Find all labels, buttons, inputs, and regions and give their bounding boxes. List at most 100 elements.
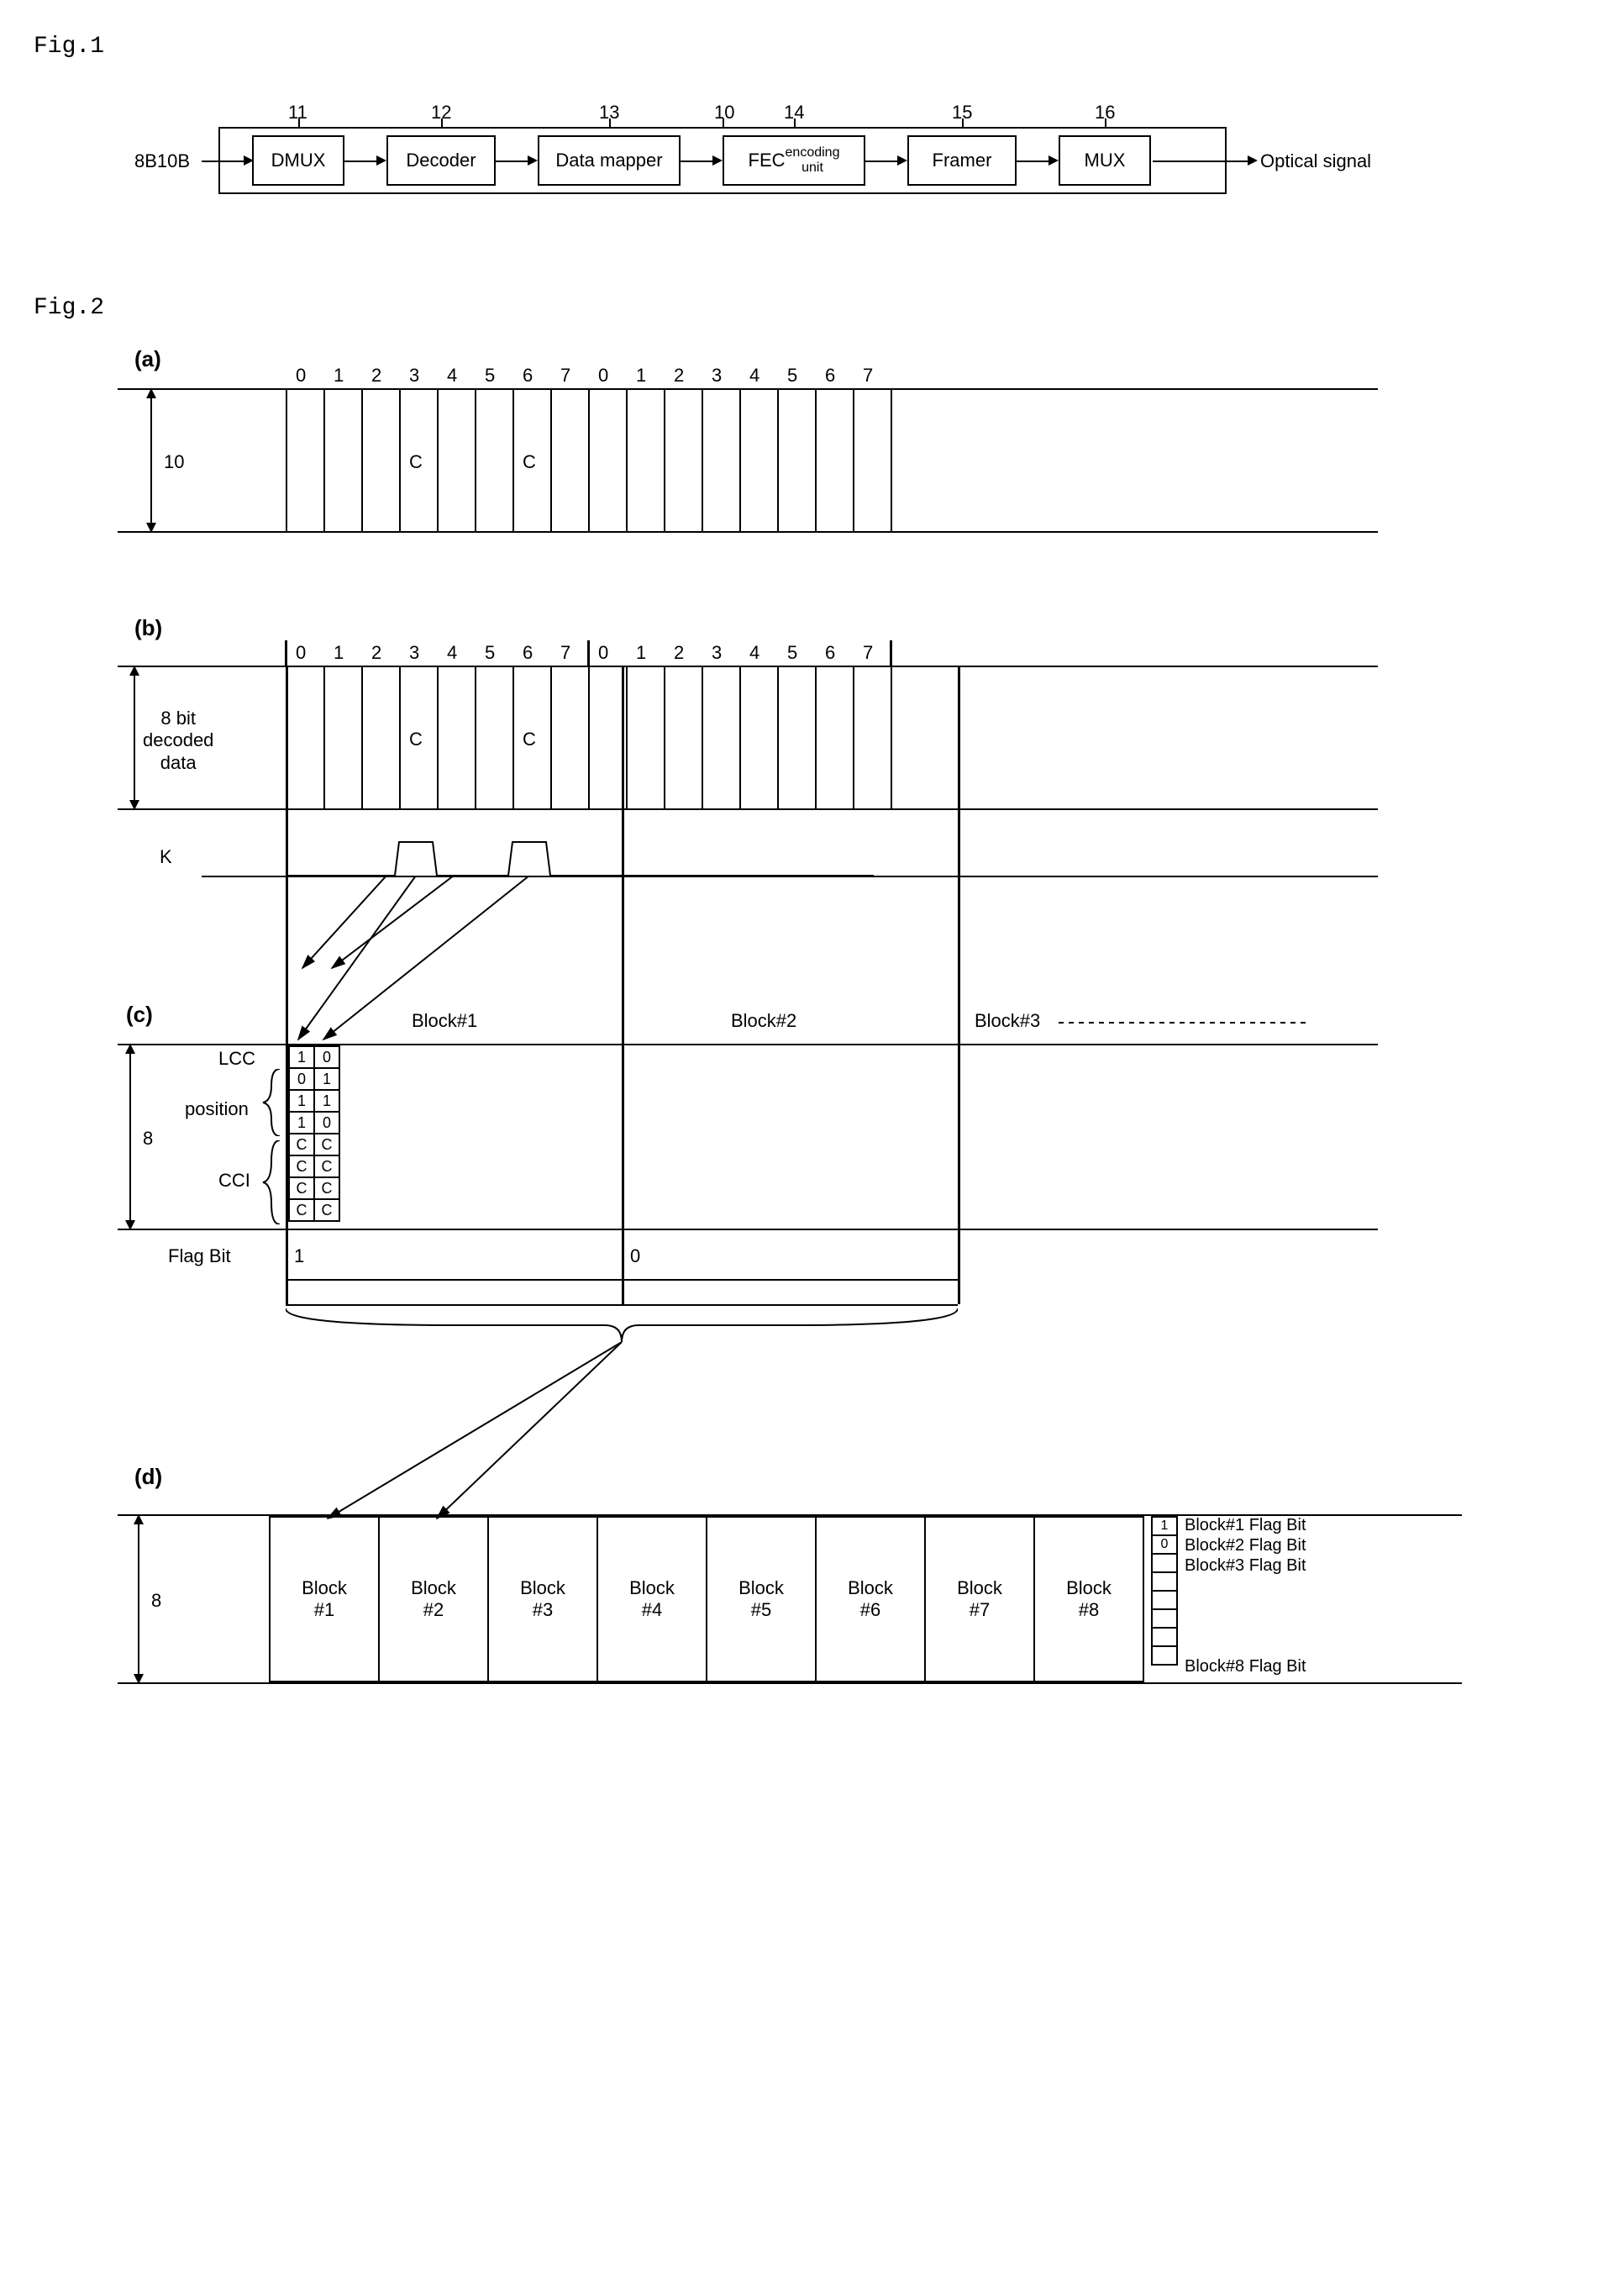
a-height-label: 10 — [164, 451, 184, 473]
col-header: 4 — [749, 642, 759, 664]
flag-cell — [1152, 1554, 1177, 1572]
position-brace — [259, 1069, 284, 1136]
c-marker: C — [523, 729, 536, 750]
block-cell: Block #8 — [1034, 1517, 1143, 1682]
col-header: 3 — [712, 365, 722, 387]
cci-brace — [259, 1140, 284, 1224]
system-number: 10 — [714, 102, 734, 124]
d-height-label: 8 — [151, 1590, 161, 1612]
col-header: 7 — [863, 642, 873, 664]
grid-cell: 0 — [314, 1046, 339, 1068]
fig2-label: Fig.2 — [34, 295, 1590, 321]
grid-cell: 1 — [289, 1112, 314, 1134]
input-label: 8B10B — [134, 150, 190, 172]
col-header: 1 — [334, 642, 344, 664]
subfig-b-label: (b) — [134, 615, 162, 641]
block3-label: Block#3 — [975, 1010, 1040, 1032]
grid-cell: C — [289, 1134, 314, 1155]
block2-label: Block#2 — [731, 1010, 796, 1032]
block-cell: Block #3 — [488, 1517, 597, 1682]
cci-label: CCI — [218, 1170, 250, 1192]
grid-cell: C — [314, 1155, 339, 1177]
col-header: 2 — [371, 365, 381, 387]
flag-cell: 1 — [1152, 1517, 1177, 1535]
c-height-label: 8 — [143, 1128, 153, 1150]
col-header: 0 — [296, 365, 306, 387]
col-header: 4 — [447, 365, 457, 387]
col-header: 4 — [749, 365, 759, 387]
col-header: 6 — [825, 365, 835, 387]
col-header: 6 — [523, 642, 533, 664]
col-header: 3 — [409, 365, 419, 387]
col-header: 7 — [560, 642, 570, 664]
col-header: 1 — [334, 365, 344, 387]
c-marker: C — [409, 729, 423, 750]
flag-bit-label: Block#1 Flag Bit — [1185, 1516, 1306, 1535]
flag-val-2: 0 — [630, 1245, 640, 1267]
grid-cell: 1 — [314, 1090, 339, 1112]
block-cell: Block #5 — [707, 1517, 816, 1682]
pipeline-box: Framer — [907, 135, 1017, 186]
k-label: K — [160, 846, 172, 868]
col-header: 6 — [523, 365, 533, 387]
flag-val-1: 1 — [294, 1245, 304, 1267]
pipeline-box: DMUX — [252, 135, 344, 186]
pipeline-box: Decoder — [386, 135, 496, 186]
flag-cell — [1152, 1609, 1177, 1628]
flag-cell — [1152, 1646, 1177, 1665]
subfig-d-label: (d) — [134, 1464, 162, 1490]
block-cell: Block #7 — [925, 1517, 1034, 1682]
block-cell: Block #6 — [816, 1517, 925, 1682]
fig2-diagram: (a) 0123456701234567CC 10 (b) 0123456701… — [34, 338, 1590, 2103]
subfig-c-label: (c) — [126, 1002, 153, 1028]
col-header: 5 — [787, 365, 797, 387]
col-header: 0 — [598, 642, 608, 664]
col-header: 1 — [636, 365, 646, 387]
grid-cell: 0 — [314, 1112, 339, 1134]
col-header: 0 — [296, 642, 306, 664]
grid-cell: 0 — [289, 1068, 314, 1090]
col-header: 5 — [485, 365, 495, 387]
flag-cell: 0 — [1152, 1535, 1177, 1554]
block-table: Block #1Block #2Block #3Block #4Block #5… — [269, 1516, 1144, 1682]
col-header: 5 — [485, 642, 495, 664]
fig1-label: Fig.1 — [34, 34, 1590, 60]
c-marker: C — [409, 451, 423, 473]
output-label: Optical signal — [1260, 150, 1371, 172]
grid-cell: 1 — [289, 1046, 314, 1068]
grid-cell: 1 — [314, 1068, 339, 1090]
col-header: 2 — [674, 642, 684, 664]
b-height-label: 8 bit decoded data — [143, 708, 213, 774]
block-cell: Block #1 — [270, 1517, 379, 1682]
subfig-a-label: (a) — [134, 346, 161, 372]
grid-cell: C — [314, 1177, 339, 1199]
grid-cell: C — [289, 1177, 314, 1199]
flag-cell — [1152, 1572, 1177, 1591]
c-marker: C — [523, 451, 536, 473]
col-header: 3 — [712, 642, 722, 664]
col-header: 7 — [863, 365, 873, 387]
col-header: 1 — [636, 642, 646, 664]
grid-cell: 1 — [289, 1090, 314, 1112]
col-header: 4 — [447, 642, 457, 664]
col-header: 6 — [825, 642, 835, 664]
col-header: 3 — [409, 642, 419, 664]
pipeline-box: FEC encodingunit — [723, 135, 865, 186]
col-header: 0 — [598, 365, 608, 387]
block-cell: Block #2 — [379, 1517, 488, 1682]
flag-cell — [1152, 1628, 1177, 1646]
grid-cell: C — [289, 1199, 314, 1221]
col-header: 5 — [787, 642, 797, 664]
col-header: 2 — [674, 365, 684, 387]
grid-cell: C — [314, 1134, 339, 1155]
block-cell: Block #4 — [597, 1517, 707, 1682]
lcc-position-cci-grid: 10011110CCCCCCCC — [288, 1045, 340, 1222]
grid-cell: C — [289, 1155, 314, 1177]
flag-cell — [1152, 1591, 1177, 1609]
fig1-diagram: 10 8B10B 11DMUX12Decoder13Data mapper14F… — [34, 76, 1590, 245]
flag-bit-label: Block#2 Flag Bit — [1185, 1536, 1306, 1555]
pipeline-box: MUX — [1059, 135, 1151, 186]
col-header: 7 — [560, 365, 570, 387]
col-header: 2 — [371, 642, 381, 664]
flag-bit-label: Block#3 Flag Bit — [1185, 1556, 1306, 1576]
